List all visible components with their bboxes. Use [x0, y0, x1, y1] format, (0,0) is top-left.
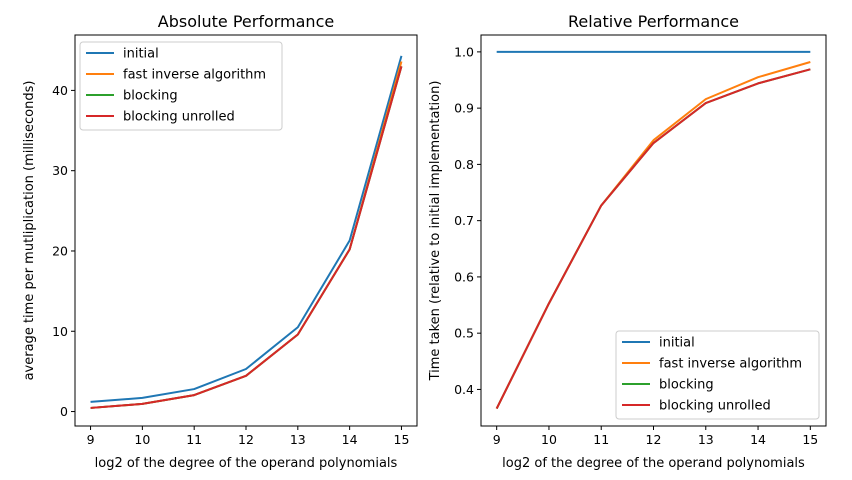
legend-label: initial — [123, 47, 159, 62]
x-tick-label: 10 — [541, 432, 557, 447]
x-tick-label: 14 — [750, 432, 766, 447]
y-tick-label: 40 — [52, 83, 68, 98]
y-tick-label: 0.6 — [454, 269, 474, 284]
x-tick-label: 9 — [87, 432, 95, 447]
legend-label: blocking unrolled — [659, 399, 771, 414]
legend-label: blocking — [123, 89, 178, 104]
legend-label: blocking unrolled — [123, 110, 235, 125]
x-tick-label: 13 — [290, 432, 306, 447]
y-tick-label: 0.8 — [454, 157, 474, 172]
legend-label: fast inverse algorithm — [659, 357, 802, 372]
legend-box — [615, 330, 820, 420]
series-line-blocking-unrolled — [495, 68, 811, 410]
x-tick-label: 11 — [186, 432, 202, 447]
x-tick-label: 13 — [698, 432, 714, 447]
legend-label: initial — [659, 336, 695, 351]
y-axis-label: Time taken (relative to initial implemen… — [428, 81, 443, 382]
x-tick-label: 12 — [238, 432, 254, 447]
x-tick-label: 14 — [342, 432, 358, 447]
chart-1: Absolute Performance 9 10 11 12 13 14 15 0 10 20 30… — [22, 12, 418, 471]
series-group — [495, 50, 811, 410]
legend-label: blocking — [659, 378, 714, 393]
x-tick-label: 10 — [134, 432, 150, 447]
x-axis-label: log2 of the degree of the operand polyno… — [95, 456, 398, 471]
y-tick-label: 30 — [52, 163, 68, 178]
series-line-initial — [90, 55, 403, 403]
y-tick-label: 10 — [52, 324, 68, 339]
x-tick-label: 15 — [394, 432, 410, 447]
x-tick-label: 12 — [646, 432, 662, 447]
y-tick-label: 0.7 — [454, 213, 474, 228]
legend: initial fast inverse algorithm blocking blo… — [615, 330, 820, 420]
x-tick-label: 9 — [493, 432, 501, 447]
chart-2: Relative Performance 9 10 11 12 13 14 15 0.4 0.5 0… — [428, 12, 827, 471]
y-axis-label: average time per mutliplication (millise… — [22, 81, 37, 381]
y-tick-label: 0 — [60, 404, 68, 419]
y-tick-label: 0.9 — [454, 101, 474, 116]
series-line-blocking-unrolled — [90, 66, 403, 409]
y-tick-label: 20 — [52, 243, 68, 258]
y-tick-label: 0.4 — [454, 382, 474, 397]
legend: initial fast inverse algorithm blocking blo… — [79, 41, 283, 131]
legend-box — [79, 41, 283, 131]
x-tick-label: 11 — [593, 432, 609, 447]
chart-title: Relative Performance — [568, 12, 739, 31]
y-tick-label: 1.0 — [454, 44, 474, 59]
series-group — [90, 55, 403, 409]
x-tick-label: 15 — [802, 432, 818, 447]
x-axis-label: log2 of the degree of the operand polyno… — [502, 456, 805, 471]
legend-label: fast inverse algorithm — [123, 68, 266, 83]
y-tick-label: 0.5 — [454, 326, 474, 341]
chart-title: Absolute Performance — [158, 12, 334, 31]
